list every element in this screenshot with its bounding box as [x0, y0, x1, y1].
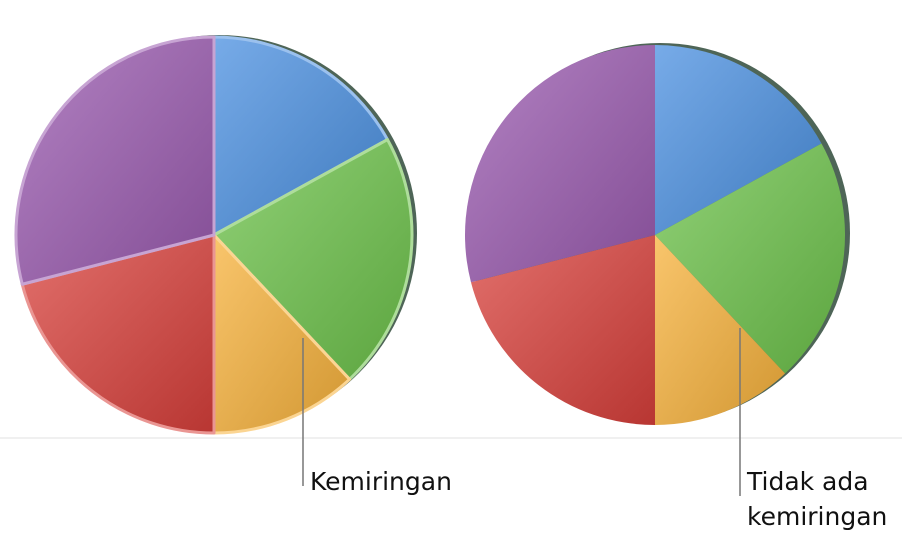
pie-slice	[655, 45, 822, 235]
pie-slice	[20, 233, 216, 435]
pie-slice	[14, 35, 216, 286]
pie-slice	[470, 235, 655, 425]
annotation: Kemiringan	[310, 467, 452, 496]
pie-slice	[655, 235, 786, 425]
pie-slice	[212, 35, 390, 237]
pie-slice	[655, 143, 846, 374]
pie-slice	[212, 138, 414, 381]
pie-slice	[212, 233, 352, 435]
annotation: Tidak ada kemiringan	[747, 467, 888, 531]
pie-slice	[465, 45, 655, 283]
